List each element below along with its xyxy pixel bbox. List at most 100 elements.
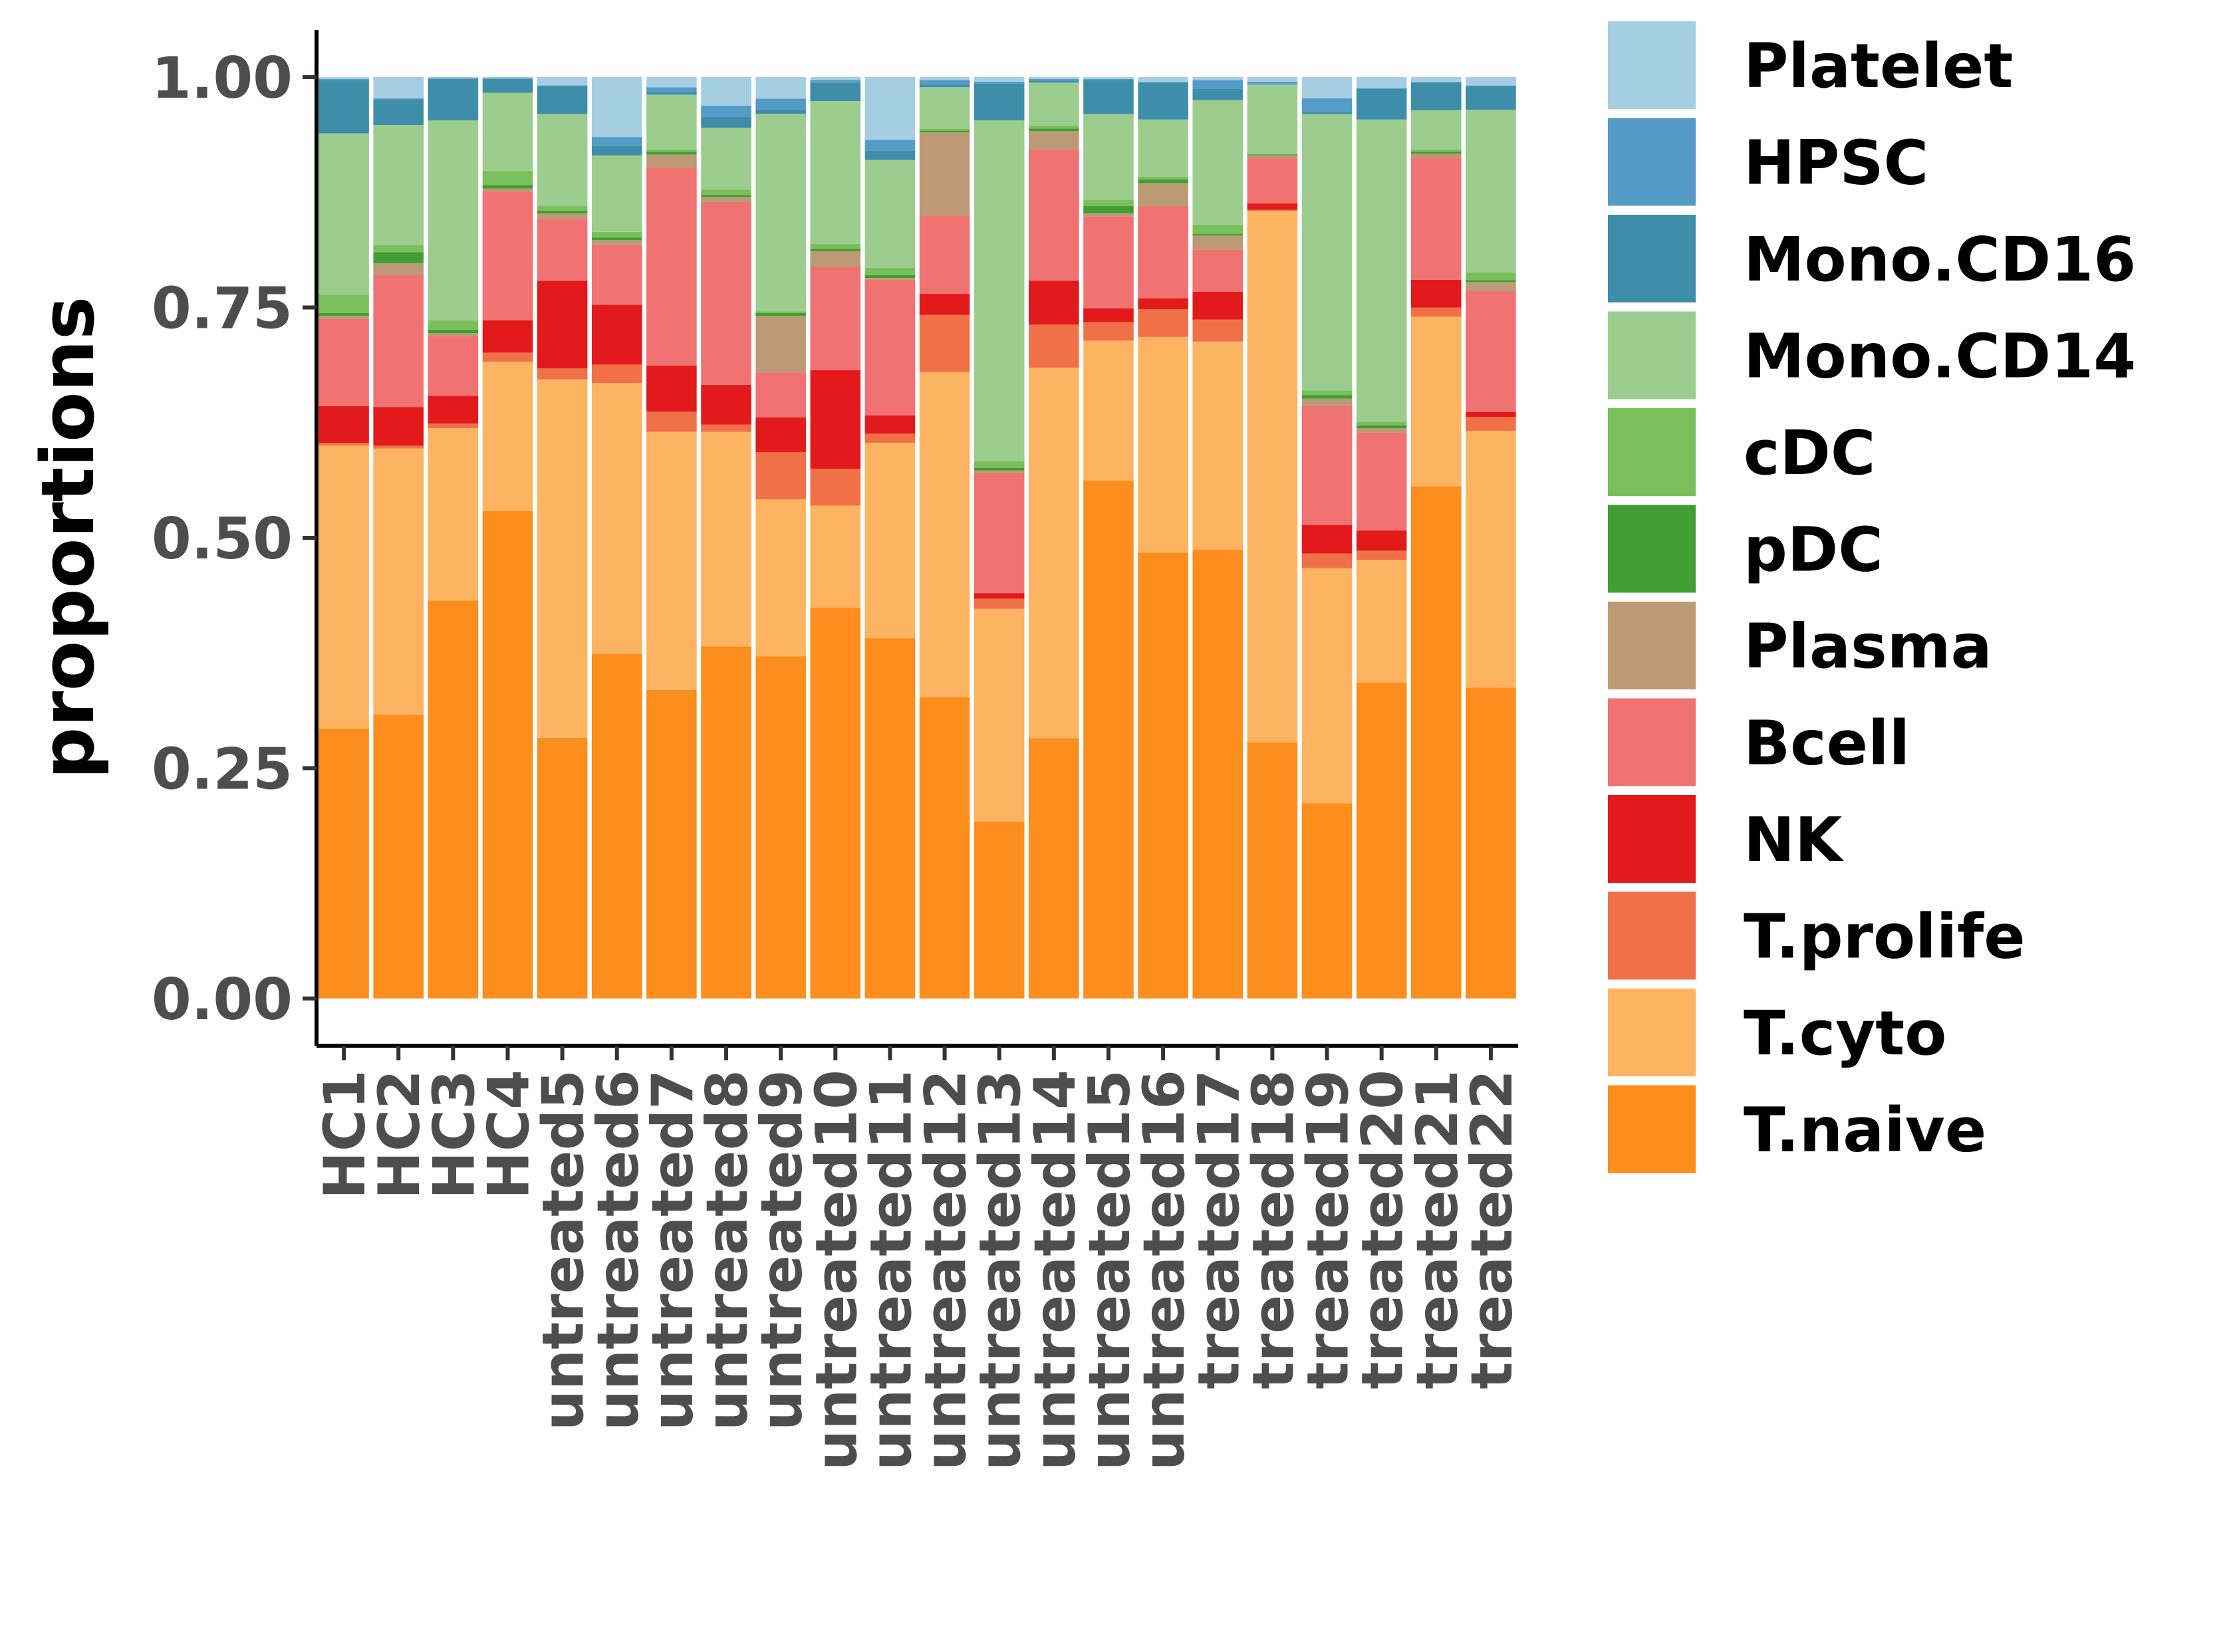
bar-segment-T.prolife-treated19 [1301,553,1353,568]
bar-segment-Mono.CD16-treated19 [1301,112,1353,114]
x-tick-label: untreated14 [1022,1070,1089,1471]
legend-key-T.naive [1608,1085,1696,1173]
legend-key-cDC [1608,408,1696,496]
bar-segment-Platelet-untreated13 [974,77,1025,82]
bar-segment-T.cyto-HC2 [373,448,424,715]
bar-segment-Mono.CD14-treated17 [1192,100,1243,225]
bar-segment-T.naive-untreated15 [1083,481,1134,999]
bar-segment-Mono.CD16-untreated8 [701,116,751,128]
bar-segment-T.cyto-HC3 [428,428,479,601]
y-tick-label: 0.25 [152,737,293,803]
bar-segment-NK-untreated13 [974,593,1025,599]
bar-segment-Bcell-HC4 [482,191,533,320]
bar-segment-Plasma-untreated8 [701,197,751,203]
bar-segment-Mono.CD16-untreated15 [1083,80,1134,114]
bar-segment-T.cyto-untreated16 [1138,336,1188,553]
bar-segment-Plasma-untreated15 [1083,213,1134,217]
bar-segment-T.naive-HC1 [319,728,369,999]
bar-segment-Plasma-untreated6 [591,240,642,245]
bar-segment-T.cyto-untreated14 [1029,368,1079,739]
bar-segment-Plasma-HC2 [373,263,424,275]
bar-segment-Mono.CD16-untreated9 [755,110,806,114]
bar-segment-Bcell-untreated10 [810,267,861,370]
bar-segment-cDC-untreated7 [646,150,697,152]
bar-segment-T.cyto-untreated11 [864,443,916,639]
bar-segment-T.prolife-untreated13 [974,598,1025,609]
bar-segment-NK-HC2 [373,407,424,446]
bar-segment-T.naive-treated21 [1411,486,1462,999]
bar-segment-NK-HC4 [482,320,533,353]
bar-segment-pDC-treated22 [1466,280,1516,282]
bar-segment-cDC-HC3 [428,320,479,330]
x-tick-label: treated18 [1240,1070,1307,1389]
bar-segment-HPSC-treated18 [1247,81,1298,84]
bar-segment-HPSC-untreated6 [591,137,642,146]
bar-segment-Mono.CD14-untreated5 [537,114,588,207]
bar-segment-T.prolife-treated22 [1466,417,1516,431]
bar-segment-Plasma-untreated7 [646,154,697,168]
bar-segment-T.naive-untreated5 [537,737,588,999]
bar-segment-Bcell-untreated6 [591,245,642,305]
bar-segment-T.naive-treated17 [1192,550,1243,999]
x-tick-label: untreated8 [694,1070,761,1431]
bar-segment-pDC-HC3 [428,329,479,334]
bar-segment-cDC-untreated6 [591,231,642,238]
bar-segment-T.cyto-HC4 [482,362,533,511]
bar-segment-T.naive-untreated16 [1138,552,1188,999]
legend-label-pDC: pDC [1744,515,1883,586]
legend-key-HPSC [1608,118,1696,206]
x-tick-label: HC4 [475,1070,542,1199]
bar-segment-NK-treated22 [1466,412,1516,417]
bar-segment-T.cyto-treated19 [1301,568,1353,804]
bar-segment-Mono.CD16-untreated6 [591,146,642,156]
x-tick-label: HC2 [366,1070,433,1199]
x-tick-label: treated21 [1404,1070,1471,1389]
bar-segment-Mono.CD14-treated18 [1247,84,1298,154]
x-tick-label: treated19 [1295,1070,1362,1389]
bar-segment-NK-treated17 [1192,291,1243,320]
bar-segment-NK-untreated9 [755,417,806,453]
bar-segment-Platelet-untreated15 [1083,77,1134,79]
bar-segment-Bcell-HC3 [428,336,479,396]
bar-segment-cDC-treated21 [1411,150,1462,152]
bar-segment-cDC-treated20 [1356,421,1407,425]
bar-segment-NK-treated19 [1301,525,1353,554]
bar-segment-Mono.CD16-HC3 [428,78,479,121]
bar-segment-cDC-untreated13 [974,461,1025,468]
bar-segment-Bcell-untreated8 [701,202,751,385]
bar-segment-T.cyto-untreated13 [974,608,1025,822]
bar-segment-Mono.CD14-treated21 [1411,110,1462,150]
x-tick-label: untreated12 [913,1070,980,1471]
bar-segment-Platelet-untreated11 [864,77,916,140]
bar-segment-pDC-untreated7 [646,152,697,155]
bar-segment-Mono.CD14-untreated8 [701,128,751,190]
x-tick-label: treated22 [1459,1070,1525,1389]
bar-segment-Mono.CD14-untreated11 [864,160,916,268]
bar-segment-Platelet-treated21 [1411,77,1462,82]
bar-segment-NK-untreated8 [701,384,751,425]
bar-segment-Mono.CD16-treated22 [1466,86,1516,110]
bar-segment-Platelet-treated17 [1192,77,1243,80]
bar-segment-T.prolife-untreated15 [1083,322,1134,341]
bar-segment-Bcell-untreated13 [974,473,1025,594]
bar-segment-Mono.CD16-HC2 [373,99,424,126]
legend-label-T.prolife: T.prolife [1744,901,2025,973]
bar-segment-Plasma-HC1 [319,315,369,319]
bar-segment-Mono.CD14-HC4 [482,92,533,172]
x-tick-label: untreated5 [531,1070,597,1431]
legend-key-Mono.CD14 [1608,311,1696,400]
bar-segment-cDC-untreated14 [1029,126,1079,129]
bar-segment-HPSC-untreated14 [1029,78,1079,81]
bar-segment-T.prolife-HC4 [482,352,533,362]
legend-label-NK: NK [1744,804,1845,876]
bar-segment-HPSC-HC1 [319,78,369,80]
x-tick-label: untreated11 [858,1070,924,1471]
bar-segment-pDC-untreated8 [701,195,751,197]
bar-segment-pDC-HC4 [482,185,533,189]
bar-segment-Plasma-untreated10 [810,251,861,267]
bar-segment-T.naive-HC2 [373,715,424,999]
bar-segment-T.prolife-treated17 [1192,319,1243,342]
legend-key-T.prolife [1608,891,1696,980]
bar-segment-Platelet-treated22 [1466,77,1516,86]
bar-segment-HPSC-treated19 [1301,98,1353,112]
